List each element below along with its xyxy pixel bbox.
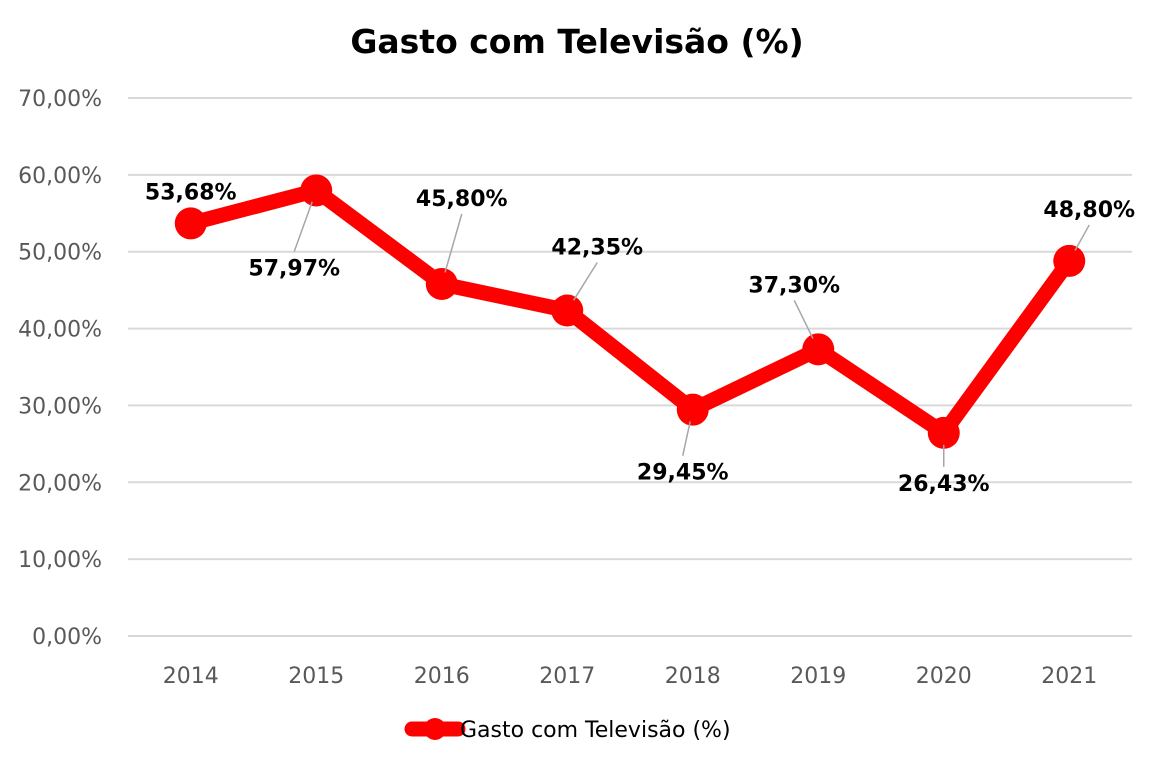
data-point (1053, 244, 1086, 277)
series-line (183, 182, 1077, 441)
data-point (174, 207, 207, 240)
x-tick-label: 2018 (665, 664, 721, 689)
legend-label: Gasto com Televisão (%) (460, 718, 731, 743)
data-point (802, 333, 835, 366)
y-tick-label: 30,00% (18, 394, 102, 419)
y-tick-label: 70,00% (18, 87, 102, 112)
data-point (551, 294, 584, 327)
y-tick-label: 0,00% (32, 625, 102, 650)
x-tick-label: 2016 (414, 664, 470, 689)
x-tick-label: 2019 (790, 664, 846, 689)
chart-title: Gasto com Televisão (%) (350, 22, 804, 61)
x-tick-label: 2014 (163, 664, 219, 689)
x-tick-label: 2021 (1041, 664, 1097, 689)
leader-line (572, 262, 598, 301)
data-point (927, 416, 960, 449)
data-label: 42,35% (551, 236, 643, 261)
data-point (300, 174, 333, 207)
x-tick-label: 2015 (288, 664, 344, 689)
y-tick-label: 40,00% (18, 318, 102, 343)
y-tick-label: 10,00% (18, 548, 102, 573)
leader-line (293, 201, 313, 252)
x-tick-label: 2017 (539, 664, 595, 689)
leader-line (1074, 224, 1090, 251)
data-label: 29,45% (637, 461, 729, 486)
data-label: 37,30% (748, 273, 840, 298)
x-tick-label: 2020 (916, 664, 972, 689)
data-label: 48,80% (1043, 198, 1135, 223)
leader-line (444, 213, 463, 273)
data-label: 26,43% (898, 472, 990, 497)
y-tick-label: 20,00% (18, 471, 102, 496)
legend-marker (424, 718, 446, 740)
data-point (676, 393, 709, 426)
leader-line (682, 421, 691, 456)
data-label: 45,80% (416, 187, 508, 212)
y-tick-label: 50,00% (18, 241, 102, 266)
data-label: 53,68% (145, 180, 237, 205)
data-point (425, 267, 458, 300)
y-tick-label: 60,00% (18, 164, 102, 189)
leader-line (793, 299, 814, 339)
data-label: 57,97% (248, 256, 340, 281)
